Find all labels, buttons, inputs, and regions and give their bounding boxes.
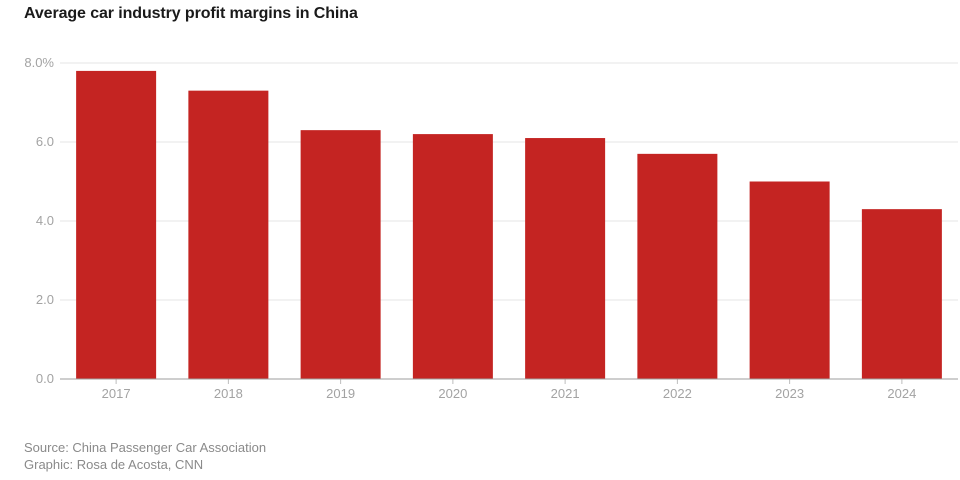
bar-2024 <box>861 209 942 379</box>
bar-2022 <box>637 153 718 379</box>
bar-2017 <box>76 70 157 380</box>
bar-chart: 0.0 2.0 4.0 6.0 8.0% 2017 2018 2019 2020 2021 2022… <box>24 55 958 401</box>
x-tick-label: 2021 <box>551 386 580 401</box>
y-tick-label: 8.0% <box>24 55 54 70</box>
x-tick-label: 2020 <box>438 386 467 401</box>
x-tick-label: 2019 <box>326 386 355 401</box>
bar-2023 <box>749 181 830 379</box>
axes: 0.0 2.0 4.0 6.0 8.0% 2017 2018 2019 2020 2021 2022… <box>24 55 958 401</box>
bar-2021 <box>525 138 606 379</box>
bar-2020 <box>412 134 493 379</box>
y-tick-label: 0.0 <box>36 371 54 386</box>
y-tick-label: 2.0 <box>36 292 54 307</box>
x-tick-label: 2022 <box>663 386 692 401</box>
chart-title: Average car industry profit margins in C… <box>24 5 358 22</box>
source-note: Source: China Passenger Car Association <box>24 440 267 455</box>
x-tick-label: 2017 <box>102 386 131 401</box>
bar-2018 <box>188 90 269 380</box>
x-tick-label: 2023 <box>775 386 804 401</box>
bars <box>76 70 942 380</box>
x-tick-label: 2018 <box>214 386 243 401</box>
graphic-credit: Graphic: Rosa de Acosta, CNN <box>24 457 204 472</box>
x-tick-label: 2024 <box>887 386 916 401</box>
y-tick-label: 6.0 <box>36 134 54 149</box>
y-tick-label: 4.0 <box>36 213 54 228</box>
bar-2019 <box>300 130 381 379</box>
